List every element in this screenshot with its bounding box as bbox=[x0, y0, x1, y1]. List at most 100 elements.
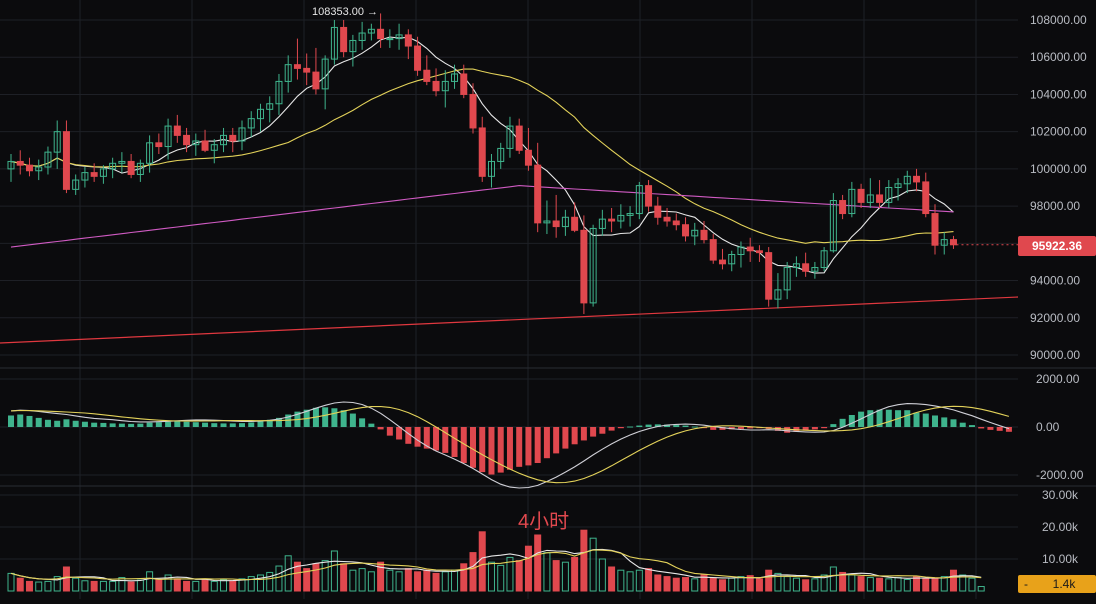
candle bbox=[534, 142, 542, 233]
candle bbox=[109, 157, 117, 179]
macd-bar bbox=[54, 420, 61, 427]
price-tick-label: 98000.00 bbox=[1030, 199, 1080, 213]
macd-bar bbox=[525, 427, 532, 466]
candle bbox=[839, 194, 847, 220]
macd-bar bbox=[479, 427, 486, 473]
candle bbox=[894, 178, 902, 201]
high-price-label: 108353.00 → bbox=[312, 6, 379, 18]
candle-body bbox=[247, 118, 255, 129]
candle-body bbox=[543, 220, 551, 224]
volume-bar bbox=[146, 571, 154, 592]
macd-tick-label: -2000.00 bbox=[1036, 468, 1084, 482]
macd-bar bbox=[654, 424, 661, 427]
macd-bar bbox=[488, 427, 495, 475]
macd-bar bbox=[174, 421, 181, 427]
macd-bar bbox=[100, 422, 107, 427]
macd-bar bbox=[35, 417, 42, 427]
volume-bar bbox=[330, 550, 338, 592]
candle bbox=[543, 200, 551, 235]
volume-bar bbox=[81, 580, 89, 592]
candle bbox=[201, 129, 209, 153]
macd-bar bbox=[664, 424, 671, 427]
candle bbox=[432, 68, 440, 97]
candle-body bbox=[746, 246, 754, 252]
volume-bar bbox=[913, 576, 921, 592]
candle bbox=[645, 180, 653, 212]
volume-bar bbox=[183, 580, 191, 592]
macd-bar bbox=[913, 412, 920, 427]
volume-bar bbox=[220, 579, 228, 592]
volume-bar bbox=[654, 574, 662, 592]
candle-body bbox=[238, 127, 246, 142]
candle bbox=[949, 235, 957, 249]
macd-bar bbox=[192, 422, 199, 427]
volume-bar bbox=[7, 572, 15, 592]
macd-bar bbox=[885, 409, 892, 427]
macd-bar bbox=[229, 423, 236, 427]
candle bbox=[53, 120, 61, 169]
candle bbox=[275, 73, 283, 115]
candle-body bbox=[478, 127, 486, 177]
macd-bar bbox=[386, 427, 393, 436]
volume-bar bbox=[284, 555, 292, 592]
macd-bar bbox=[645, 424, 652, 427]
candle-body bbox=[765, 252, 773, 300]
macd-bar bbox=[405, 427, 412, 444]
volume-bar bbox=[755, 578, 763, 592]
candle-body bbox=[25, 164, 33, 172]
candle bbox=[90, 163, 98, 182]
candle-body bbox=[811, 267, 819, 272]
candle bbox=[377, 13, 385, 48]
candle-body bbox=[469, 93, 477, 129]
volume-bar bbox=[451, 569, 459, 592]
volume-bar bbox=[62, 566, 70, 592]
macd-bar bbox=[608, 427, 615, 431]
macd-bar bbox=[248, 422, 255, 427]
volume-bar bbox=[903, 578, 911, 592]
volume-bar bbox=[136, 579, 144, 592]
candle bbox=[709, 234, 717, 264]
candle bbox=[580, 215, 588, 315]
macd-bar bbox=[63, 419, 70, 427]
macd-bar bbox=[322, 407, 329, 427]
candle bbox=[876, 180, 884, 208]
macd-bar bbox=[811, 427, 818, 430]
candle bbox=[913, 168, 921, 192]
volume-bar bbox=[127, 581, 135, 592]
candle bbox=[349, 34, 357, 67]
volume-bar bbox=[25, 580, 33, 592]
macd-bar bbox=[848, 415, 855, 427]
macd-bar bbox=[580, 427, 587, 441]
volume-bar bbox=[820, 574, 828, 592]
macd-bar bbox=[359, 418, 366, 427]
candle bbox=[358, 21, 366, 50]
volume-bar bbox=[534, 534, 542, 592]
candle-body bbox=[284, 64, 292, 82]
candle bbox=[367, 23, 375, 41]
candle bbox=[654, 196, 662, 225]
candle-body bbox=[848, 188, 856, 215]
candle bbox=[802, 252, 810, 277]
candle-body bbox=[728, 254, 736, 265]
volume-bar bbox=[746, 575, 754, 592]
volume-bar bbox=[109, 580, 117, 592]
volume-bar bbox=[617, 569, 625, 592]
macd-bar bbox=[470, 427, 476, 468]
candle-body bbox=[598, 218, 606, 229]
volume-bar bbox=[857, 576, 865, 592]
macd-bar bbox=[821, 427, 828, 429]
candle bbox=[451, 64, 459, 89]
candle bbox=[931, 204, 939, 255]
candle-body bbox=[552, 220, 560, 228]
volume-bar bbox=[377, 561, 385, 592]
macd-bar bbox=[562, 427, 569, 449]
volume-bar bbox=[829, 566, 837, 592]
volume-bar bbox=[783, 576, 791, 592]
candle bbox=[922, 172, 930, 218]
macd-bar bbox=[497, 427, 504, 473]
macd-bar bbox=[922, 413, 929, 427]
candle bbox=[848, 181, 856, 218]
macd-bar bbox=[627, 426, 634, 428]
candle bbox=[303, 53, 311, 86]
